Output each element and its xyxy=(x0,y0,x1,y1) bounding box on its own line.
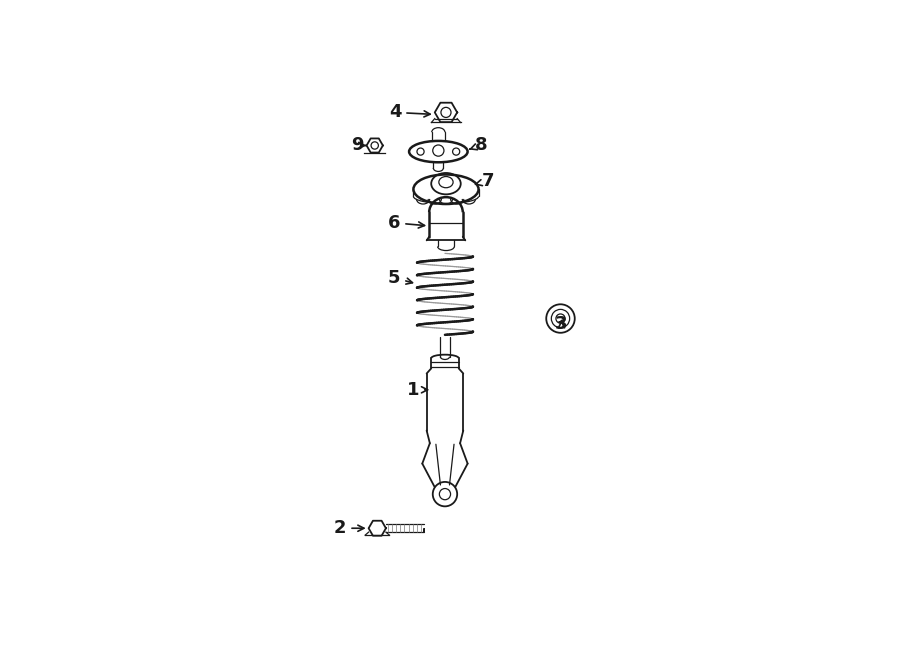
Text: 2: 2 xyxy=(334,520,364,537)
Text: 9: 9 xyxy=(351,136,366,155)
Text: 8: 8 xyxy=(470,136,488,154)
Text: 4: 4 xyxy=(389,103,430,122)
Text: 6: 6 xyxy=(388,214,425,232)
Text: 5: 5 xyxy=(388,269,412,287)
Text: 3: 3 xyxy=(555,315,568,332)
Text: 7: 7 xyxy=(475,172,494,190)
Text: 1: 1 xyxy=(407,381,428,399)
